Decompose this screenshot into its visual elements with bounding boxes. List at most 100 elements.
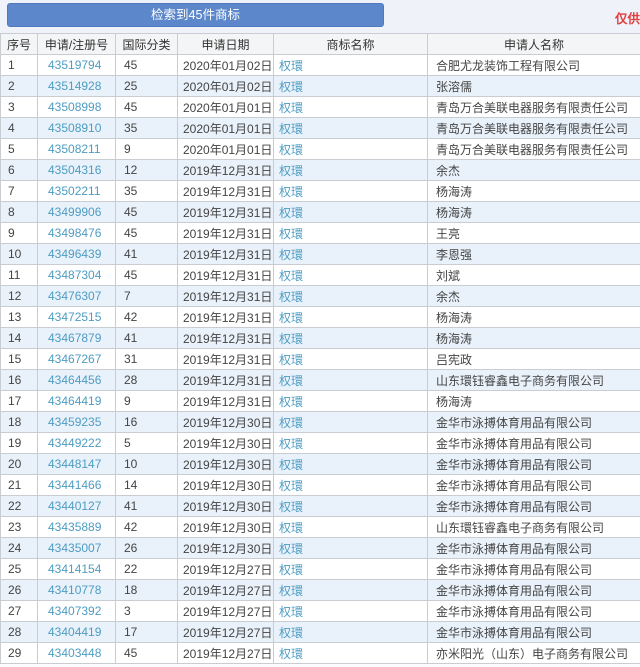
reg-number-link[interactable]: 43403448 — [48, 646, 102, 660]
reg-number-link[interactable]: 43464419 — [48, 394, 102, 408]
reg-number-link[interactable]: 43496439 — [48, 247, 102, 261]
reg-number-link[interactable]: 43467879 — [48, 331, 102, 345]
reg-number-link[interactable]: 43435889 — [48, 520, 102, 534]
cell-reg-number: 43467267 — [37, 348, 116, 370]
reg-number-link[interactable]: 43508211 — [48, 142, 101, 156]
reg-number-link[interactable]: 43508910 — [48, 121, 102, 135]
cell-date: 2019年12月30日 — [177, 537, 274, 559]
cell-date: 2020年01月02日 — [177, 75, 274, 97]
reg-number-link[interactable]: 43464456 — [48, 373, 102, 387]
cell-mark: 权環 — [273, 180, 428, 202]
mark-name-link[interactable]: 权環 — [279, 478, 304, 493]
cell-reg-number: 43499906 — [37, 201, 116, 223]
cell-mark: 权環 — [273, 453, 428, 475]
reg-number-link[interactable]: 43410778 — [48, 583, 102, 597]
reg-number-link[interactable]: 43441466 — [48, 478, 102, 492]
cell-class: 28 — [115, 369, 178, 391]
cell-mark: 权環 — [273, 243, 428, 265]
mark-name-link[interactable]: 权環 — [279, 604, 304, 619]
cell-class: 9 — [115, 138, 178, 160]
search-result-button[interactable]: 检索到45件商标 — [7, 3, 384, 27]
reg-number-link[interactable]: 43508998 — [48, 100, 102, 114]
reg-number-link[interactable]: 43487304 — [48, 268, 102, 282]
cell-date: 2019年12月27日 — [177, 642, 274, 664]
reg-number-link[interactable]: 43504316 — [48, 163, 102, 177]
mark-name-link[interactable]: 权環 — [279, 415, 304, 430]
reg-number-link[interactable]: 43467267 — [48, 352, 102, 366]
cell-serial: 19 — [0, 432, 38, 454]
table-body: 1 43519794 45 2020年01月02日 权環 合肥尤龙装饰工程有限公… — [0, 54, 640, 664]
table-row: 2 43514928 25 2020年01月02日 权環 张溶儒 — [0, 75, 640, 97]
reg-number-link[interactable]: 43499906 — [48, 205, 102, 219]
mark-name-link[interactable]: 权環 — [279, 394, 304, 409]
mark-name-link[interactable]: 权環 — [279, 436, 304, 451]
mark-name-link[interactable]: 权環 — [279, 625, 304, 640]
mark-name-link[interactable]: 权環 — [279, 79, 304, 94]
reg-number-link[interactable]: 43514928 — [48, 79, 102, 93]
mark-name-link[interactable]: 权環 — [279, 310, 304, 325]
mark-name-link[interactable]: 权環 — [279, 373, 304, 388]
mark-name-link[interactable]: 权環 — [279, 268, 304, 283]
mark-name-link[interactable]: 权環 — [279, 583, 304, 598]
reg-number-link[interactable]: 43472515 — [48, 310, 102, 324]
mark-name-link[interactable]: 权環 — [279, 541, 304, 556]
mark-name-link[interactable]: 权環 — [279, 331, 304, 346]
mark-name-link[interactable]: 权環 — [279, 100, 304, 115]
cell-mark: 权環 — [273, 369, 428, 391]
table-row: 25 43414154 22 2019年12月27日 权環 金华市泳搏体育用品有… — [0, 558, 640, 580]
mark-name-link[interactable]: 权環 — [279, 226, 304, 241]
cell-applicant: 金华市泳搏体育用品有限公司 — [427, 474, 640, 496]
mark-name-link[interactable]: 权環 — [279, 121, 304, 136]
cell-date: 2019年12月27日 — [177, 558, 274, 580]
table-row: 19 43449222 5 2019年12月30日 权環 金华市泳搏体育用品有限… — [0, 432, 640, 454]
mark-name-link[interactable]: 权環 — [279, 142, 304, 157]
cell-applicant: 亦米阳光（山东）电子商务有限公司 — [427, 642, 640, 664]
reg-number-link[interactable]: 43449222 — [48, 436, 102, 450]
reg-number-link[interactable]: 43407392 — [48, 604, 102, 618]
mark-name-link[interactable]: 权環 — [279, 58, 304, 73]
cell-date: 2019年12月31日 — [177, 327, 274, 349]
cell-class: 41 — [115, 327, 178, 349]
mark-name-link[interactable]: 权環 — [279, 520, 304, 535]
reg-number-link[interactable]: 43519794 — [48, 58, 102, 72]
mark-name-link[interactable]: 权環 — [279, 457, 304, 472]
reg-number-link[interactable]: 43404419 — [48, 625, 102, 639]
mark-name-link[interactable]: 权環 — [279, 289, 304, 304]
cell-applicant: 金华市泳搏体育用品有限公司 — [427, 558, 640, 580]
cell-class: 3 — [115, 600, 178, 622]
reg-number-link[interactable]: 43414154 — [48, 562, 102, 576]
cell-date: 2019年12月31日 — [177, 348, 274, 370]
mark-name-link[interactable]: 权環 — [279, 163, 304, 178]
mark-name-link[interactable]: 权環 — [279, 205, 304, 220]
reg-number-link[interactable]: 43502211 — [48, 184, 101, 198]
cell-class: 22 — [115, 558, 178, 580]
cell-mark: 权環 — [273, 327, 428, 349]
reg-number-link[interactable]: 43498476 — [48, 226, 102, 240]
mark-name-link[interactable]: 权環 — [279, 499, 304, 514]
cell-reg-number: 43467879 — [37, 327, 116, 349]
cell-applicant: 青岛万合美联电器服务有限责任公司 — [427, 138, 640, 160]
cell-reg-number: 43508998 — [37, 96, 116, 118]
cell-date: 2019年12月27日 — [177, 621, 274, 643]
mark-name-link[interactable]: 权環 — [279, 562, 304, 577]
cell-applicant: 李恩强 — [427, 243, 640, 265]
table-row: 7 43502211 35 2019年12月31日 权環 杨海涛 — [0, 180, 640, 202]
mark-name-link[interactable]: 权環 — [279, 646, 304, 661]
reg-number-link[interactable]: 43448147 — [48, 457, 102, 471]
cell-mark: 权環 — [273, 222, 428, 244]
reg-number-link[interactable]: 43476307 — [48, 289, 102, 303]
reg-number-link[interactable]: 43459235 — [48, 415, 102, 429]
mark-name-link[interactable]: 权環 — [279, 184, 304, 199]
mark-name-link[interactable]: 权環 — [279, 352, 304, 367]
cell-date: 2019年12月31日 — [177, 180, 274, 202]
col-header-class: 国际分类 — [115, 33, 178, 55]
table-row: 17 43464419 9 2019年12月31日 权環 杨海涛 — [0, 390, 640, 412]
cell-date: 2019年12月31日 — [177, 201, 274, 223]
cell-applicant: 杨海涛 — [427, 327, 640, 349]
cell-reg-number: 43514928 — [37, 75, 116, 97]
reg-number-link[interactable]: 43435007 — [48, 541, 102, 555]
mark-name-link[interactable]: 权環 — [279, 247, 304, 262]
reg-number-link[interactable]: 43440127 — [48, 499, 102, 513]
table-row: 4 43508910 35 2020年01月01日 权環 青岛万合美联电器服务有… — [0, 117, 640, 139]
table-row: 21 43441466 14 2019年12月30日 权環 金华市泳搏体育用品有… — [0, 474, 640, 496]
